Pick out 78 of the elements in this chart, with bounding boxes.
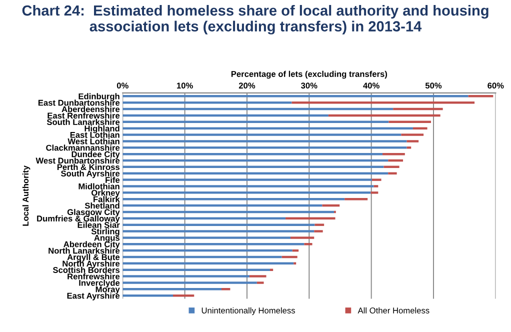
legend-label: All Other Homeless: [358, 307, 430, 314]
bar: [314, 230, 323, 232]
y-tick-label: East Lothian: [70, 132, 120, 138]
bar: [122, 178, 372, 181]
y-tick-label: Renfrewshire: [68, 273, 120, 280]
bar: [122, 282, 257, 284]
bar: [374, 185, 378, 188]
y-tick-label: Clackmannanshire: [46, 144, 120, 151]
y-tick-label: West Dunbartonshire: [36, 157, 120, 164]
bar: [372, 178, 382, 181]
y-tick-label: Aberdeen City: [64, 241, 120, 249]
y-tick-label: Argyll & Bute: [67, 254, 120, 262]
y-tick-label: Aberdeenshire: [62, 106, 120, 112]
chart-title: Chart 24: Estimated homeless share of local authority and housing association lets (excluding transfers) in 2013-14: [22, 4, 488, 34]
legend-label: Unintentionally Homeless: [202, 307, 295, 316]
bar: [388, 172, 397, 174]
bar: [221, 288, 230, 290]
y-tick-label: East Dunbartonshire: [38, 100, 120, 106]
bar: [122, 172, 388, 174]
bar: [122, 268, 270, 271]
y-tick-label: Falkirk: [94, 196, 120, 202]
bar: [122, 185, 374, 188]
x-tick-label: 40%: [363, 82, 380, 89]
bar: [290, 236, 314, 239]
bar: [314, 224, 324, 226]
x-tick-label: 60%: [488, 82, 504, 89]
x-tick-label: 10%: [176, 82, 193, 89]
y-tick-label: East Ayrshire: [67, 292, 120, 300]
y-tick-label: Orkney: [91, 190, 120, 198]
y-tick-label: Moray: [96, 286, 120, 294]
bar: [122, 224, 315, 226]
y-tick-label: East Renfrewshire: [48, 112, 120, 119]
bar: [468, 95, 494, 98]
y-tick-label: South Ayrshire: [60, 170, 120, 178]
y-tick-label: Fife: [106, 176, 120, 183]
x-tick-label: 30%: [301, 82, 318, 89]
y-tick-label: Eilean Siar: [78, 222, 120, 228]
y-tick-label: North Lanarkshire: [48, 248, 120, 254]
bar: [122, 230, 314, 232]
y-tick-label: Highland: [84, 125, 120, 134]
y-axis-title: Local Authority: [22, 166, 30, 226]
y-tick-label: West Lothian: [68, 138, 120, 144]
bar: [388, 159, 404, 162]
bar: [122, 275, 250, 278]
y-tick-label: Scottish Borders: [52, 266, 120, 273]
bar: [270, 268, 274, 271]
bar: [304, 243, 312, 246]
x-axis-title: Percentage of lets (excluding transfers): [231, 70, 388, 79]
bar: [256, 282, 264, 284]
bar: [122, 127, 413, 130]
y-tick-label: Stirling: [91, 228, 120, 236]
bar: [406, 140, 419, 142]
bar: [401, 134, 424, 136]
bar: [294, 262, 296, 265]
x-tick-label: 20%: [238, 82, 256, 89]
y-tick-label: Midlothian: [78, 183, 120, 190]
bar: [122, 288, 222, 290]
y-tick-label: Angus: [94, 234, 120, 242]
y-tick-label: Inverclyde: [79, 280, 120, 288]
x-tick-label: 0%: [116, 82, 128, 89]
y-tick-label: Dundee City: [72, 151, 120, 159]
y-tick-label: South Lanarkshire: [46, 118, 120, 126]
bar: [249, 275, 266, 278]
y-tick-label: Perth & Kinross: [57, 164, 120, 170]
bar: [122, 134, 402, 136]
y-tick-label: Edinburgh: [78, 93, 120, 101]
bar: [122, 95, 468, 98]
bar: [122, 236, 291, 239]
x-tick-label: 50%: [425, 82, 442, 89]
y-tick-label: Shetland: [84, 202, 120, 209]
bar: [370, 192, 378, 194]
bar: [122, 146, 407, 149]
y-tick-label: Glasgow City: [67, 208, 120, 217]
bar: [122, 192, 371, 194]
bar: [406, 146, 412, 149]
bar: [412, 127, 428, 130]
y-tick-label: Dumfries & Galloway: [37, 215, 120, 224]
bar: [122, 140, 407, 142]
